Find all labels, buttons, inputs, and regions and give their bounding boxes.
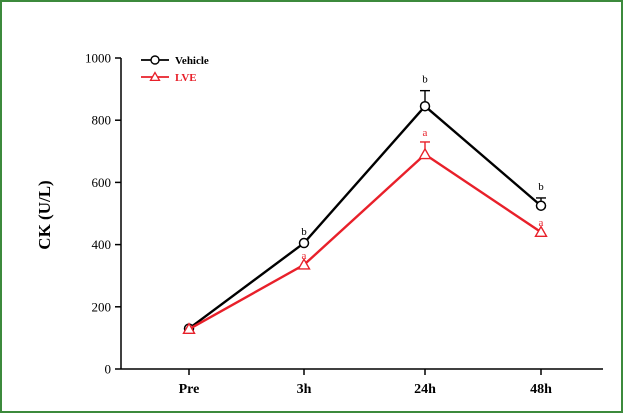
data-point [297,257,311,270]
x-tick-label: 24h [414,382,436,397]
y-tick-label: 1000 [85,51,111,66]
legend-label: Vehicle [175,55,209,67]
data-point [419,100,431,112]
x-tick-label: Pre [179,382,200,397]
legend-label: LVE [175,72,197,84]
significance-label: b [422,74,428,86]
y-tick-label: 600 [92,175,112,190]
data-point [182,322,196,335]
y-ticks: 0 200 400 600 800 1000 [85,51,121,377]
series-vehicle: b b b [183,74,547,334]
axes [120,58,603,370]
x-tick-label: 3h [297,382,312,397]
significance-label: a [302,250,307,262]
data-point [298,237,310,249]
significance-label: b [538,181,544,193]
significance-label: a [423,127,428,139]
series-line [188,152,542,331]
y-tick-label: 200 [92,299,112,314]
y-axis-label: CK (U/L) [35,180,54,249]
legend-marker [150,55,160,65]
data-point [535,200,547,211]
series-line [188,104,542,330]
x-tick-label: 48h [530,382,552,397]
y-tick-label: 800 [92,113,112,128]
x-ticks: Pre 3h 24h 48h [179,369,552,397]
data-point [418,147,432,160]
data-point [534,225,548,237]
series-lve: a a a [182,127,548,335]
legend: Vehicle LVE [141,55,209,84]
legend-marker [149,71,161,82]
y-tick-label: 400 [92,237,112,252]
significance-label: b [301,226,307,238]
significance-label: a [539,217,544,229]
y-tick-label: 0 [105,362,112,377]
